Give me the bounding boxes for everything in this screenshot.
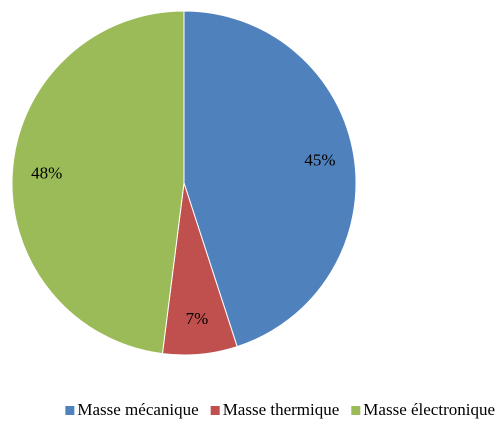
legend-label: Masse thermique	[223, 400, 340, 419]
legend-label: Masse électronique	[363, 400, 495, 419]
legend-label: Masse mécanique	[77, 400, 198, 419]
pie-slice	[183, 10, 357, 348]
legend-marker	[65, 406, 75, 415]
data-label: 7%	[186, 309, 209, 328]
data-label: 48%	[31, 163, 62, 182]
pie-slice	[11, 10, 185, 355]
legend-marker	[351, 406, 361, 415]
data-label: 45%	[304, 150, 335, 169]
legend-marker	[210, 406, 220, 415]
